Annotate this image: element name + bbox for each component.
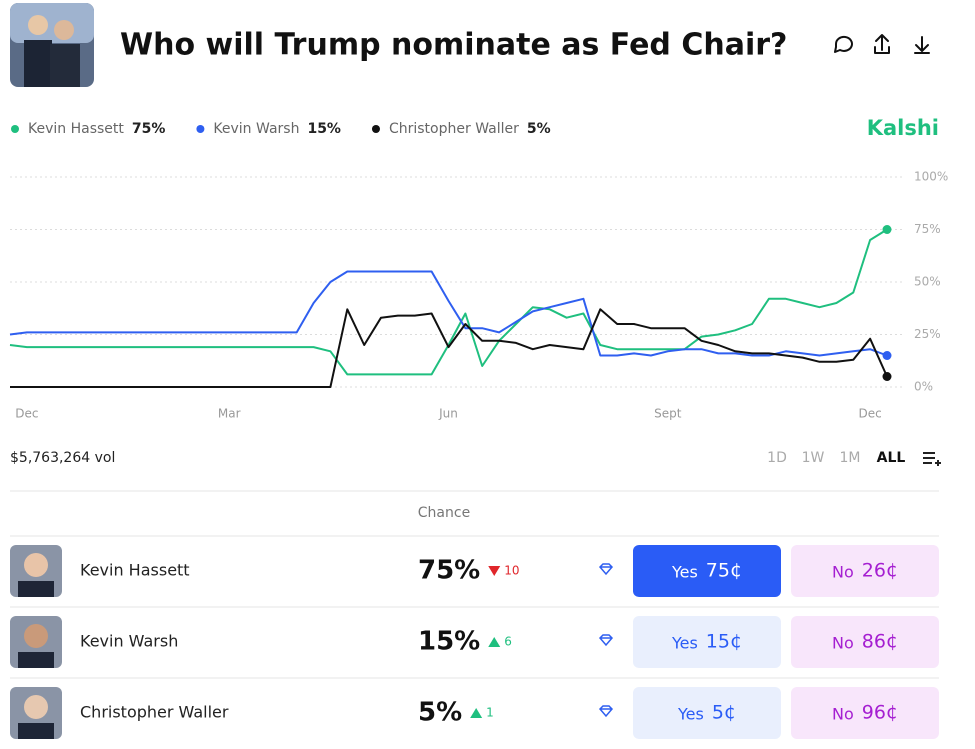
x-tick-label: Mar xyxy=(218,407,241,421)
download-icon[interactable] xyxy=(914,36,930,54)
row-chance: 15% xyxy=(418,627,480,657)
image-face xyxy=(54,20,74,40)
series-line xyxy=(10,308,888,388)
no-button[interactable] xyxy=(791,545,939,597)
yes-button[interactable] xyxy=(633,687,781,739)
diamond-icon[interactable] xyxy=(598,705,614,718)
legend-dot xyxy=(196,125,205,133)
end-dot xyxy=(882,372,892,381)
row-chance: 75% xyxy=(418,556,480,586)
legend-dot xyxy=(371,125,380,133)
legend-dot xyxy=(11,125,19,133)
row-change: 6 xyxy=(504,635,512,649)
legend-name: Kevin Warsh xyxy=(213,121,299,137)
image-suit xyxy=(50,44,80,87)
yes-button[interactable] xyxy=(633,545,781,597)
image-face xyxy=(28,15,48,35)
no-label: No xyxy=(832,634,854,653)
comment-icon[interactable] xyxy=(834,35,853,53)
row-chance: 5% xyxy=(418,698,462,728)
yes-label: Yes xyxy=(671,634,698,653)
change-arrow xyxy=(488,637,501,647)
change-arrow xyxy=(488,566,501,576)
end-dot xyxy=(882,225,892,234)
avatar-suit xyxy=(18,652,54,668)
y-tick-label: 50% xyxy=(914,275,941,289)
x-tick-label: Jun xyxy=(438,407,458,421)
y-tick-label: 25% xyxy=(914,327,941,341)
range-button[interactable]: 1D xyxy=(767,450,787,466)
row-name: Kevin Warsh xyxy=(80,632,178,651)
yes-price: 5¢ xyxy=(712,702,736,724)
avatar-suit xyxy=(18,581,54,597)
no-button[interactable] xyxy=(791,687,939,739)
no-price: 86¢ xyxy=(862,631,898,653)
range-button[interactable]: 1M xyxy=(840,450,861,466)
brand: Kalshi xyxy=(867,116,939,140)
yes-label: Yes xyxy=(677,705,704,724)
avatar-suit xyxy=(18,723,54,739)
avatar-face xyxy=(24,553,48,577)
filter-icon[interactable] xyxy=(923,452,941,466)
legend-value: 75% xyxy=(132,121,166,137)
yes-price: 15¢ xyxy=(706,631,742,653)
diamond-icon[interactable] xyxy=(598,563,614,576)
no-price: 26¢ xyxy=(862,560,898,582)
image-suit xyxy=(24,40,52,87)
y-tick-label: 100% xyxy=(914,170,948,184)
legend-name: Christopher Waller xyxy=(389,121,519,137)
legend-value: 15% xyxy=(307,121,341,137)
volume: $5,763,264 vol xyxy=(10,450,115,466)
avatar-face xyxy=(24,695,48,719)
yes-button[interactable] xyxy=(633,616,781,668)
no-button[interactable] xyxy=(791,616,939,668)
x-tick-label: Dec xyxy=(859,407,882,421)
row-name: Kevin Hassett xyxy=(80,561,190,580)
row-change: 10 xyxy=(504,564,519,578)
range-button[interactable]: 1W xyxy=(802,450,825,466)
y-tick-label: 0% xyxy=(914,380,933,394)
yes-price: 75¢ xyxy=(706,560,742,582)
series-line xyxy=(9,270,888,357)
row-name: Christopher Waller xyxy=(80,703,229,722)
x-tick-label: Sept xyxy=(654,407,682,421)
image-sky xyxy=(10,3,94,43)
yes-label: Yes xyxy=(671,563,698,582)
avatar-face xyxy=(24,624,48,648)
y-tick-label: 75% xyxy=(914,222,941,236)
legend-value: 5% xyxy=(527,121,551,137)
row-change: 1 xyxy=(486,706,494,720)
share-icon[interactable] xyxy=(874,34,890,54)
no-label: No xyxy=(832,563,854,582)
legend-name: Kevin Hassett xyxy=(28,121,124,137)
no-label: No xyxy=(832,705,854,724)
no-price: 96¢ xyxy=(862,702,898,724)
end-dot xyxy=(882,351,892,360)
x-tick-label: Dec xyxy=(15,407,38,421)
range-button[interactable]: ALL xyxy=(877,450,906,466)
table-header: Chance xyxy=(418,505,470,521)
diamond-icon[interactable] xyxy=(598,634,614,647)
change-arrow xyxy=(470,708,483,718)
title: Who will Trump nominate as Fed Chair? xyxy=(120,28,787,63)
